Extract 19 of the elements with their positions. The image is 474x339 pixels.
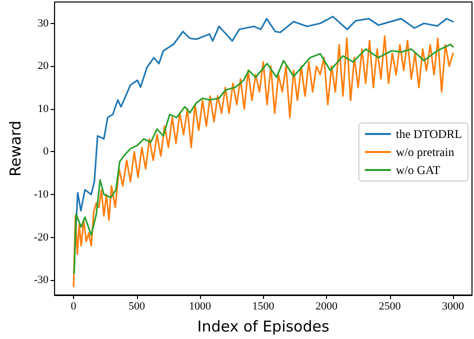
y-tick-label: 10 <box>38 102 50 115</box>
x-axis-title: Index of Episodes <box>197 318 330 336</box>
x-tick-label: 1500 <box>252 300 275 312</box>
legend-label: the DTODRL <box>396 127 462 141</box>
y-tick-label: 20 <box>38 60 50 72</box>
x-tick-label: 1000 <box>189 300 212 312</box>
y-tick-label: -30 <box>34 274 50 286</box>
y-tick-label: -10 <box>34 188 50 200</box>
x-tick-label: 2000 <box>316 300 338 312</box>
y-axis-title: Reward <box>6 120 24 176</box>
x-tick-label: 0 <box>70 300 77 312</box>
y-tick-label: 0 <box>43 146 50 158</box>
x-tick-label: 3000 <box>442 300 465 312</box>
x-tick-label: 2500 <box>378 300 402 312</box>
y-tick-label: 30 <box>38 17 50 30</box>
x-tick-label: 500 <box>128 300 146 312</box>
legend-label: w/o pretrain <box>396 145 454 159</box>
y-tick-label: -20 <box>34 231 50 244</box>
legend-label: w/o GAT <box>396 163 441 177</box>
